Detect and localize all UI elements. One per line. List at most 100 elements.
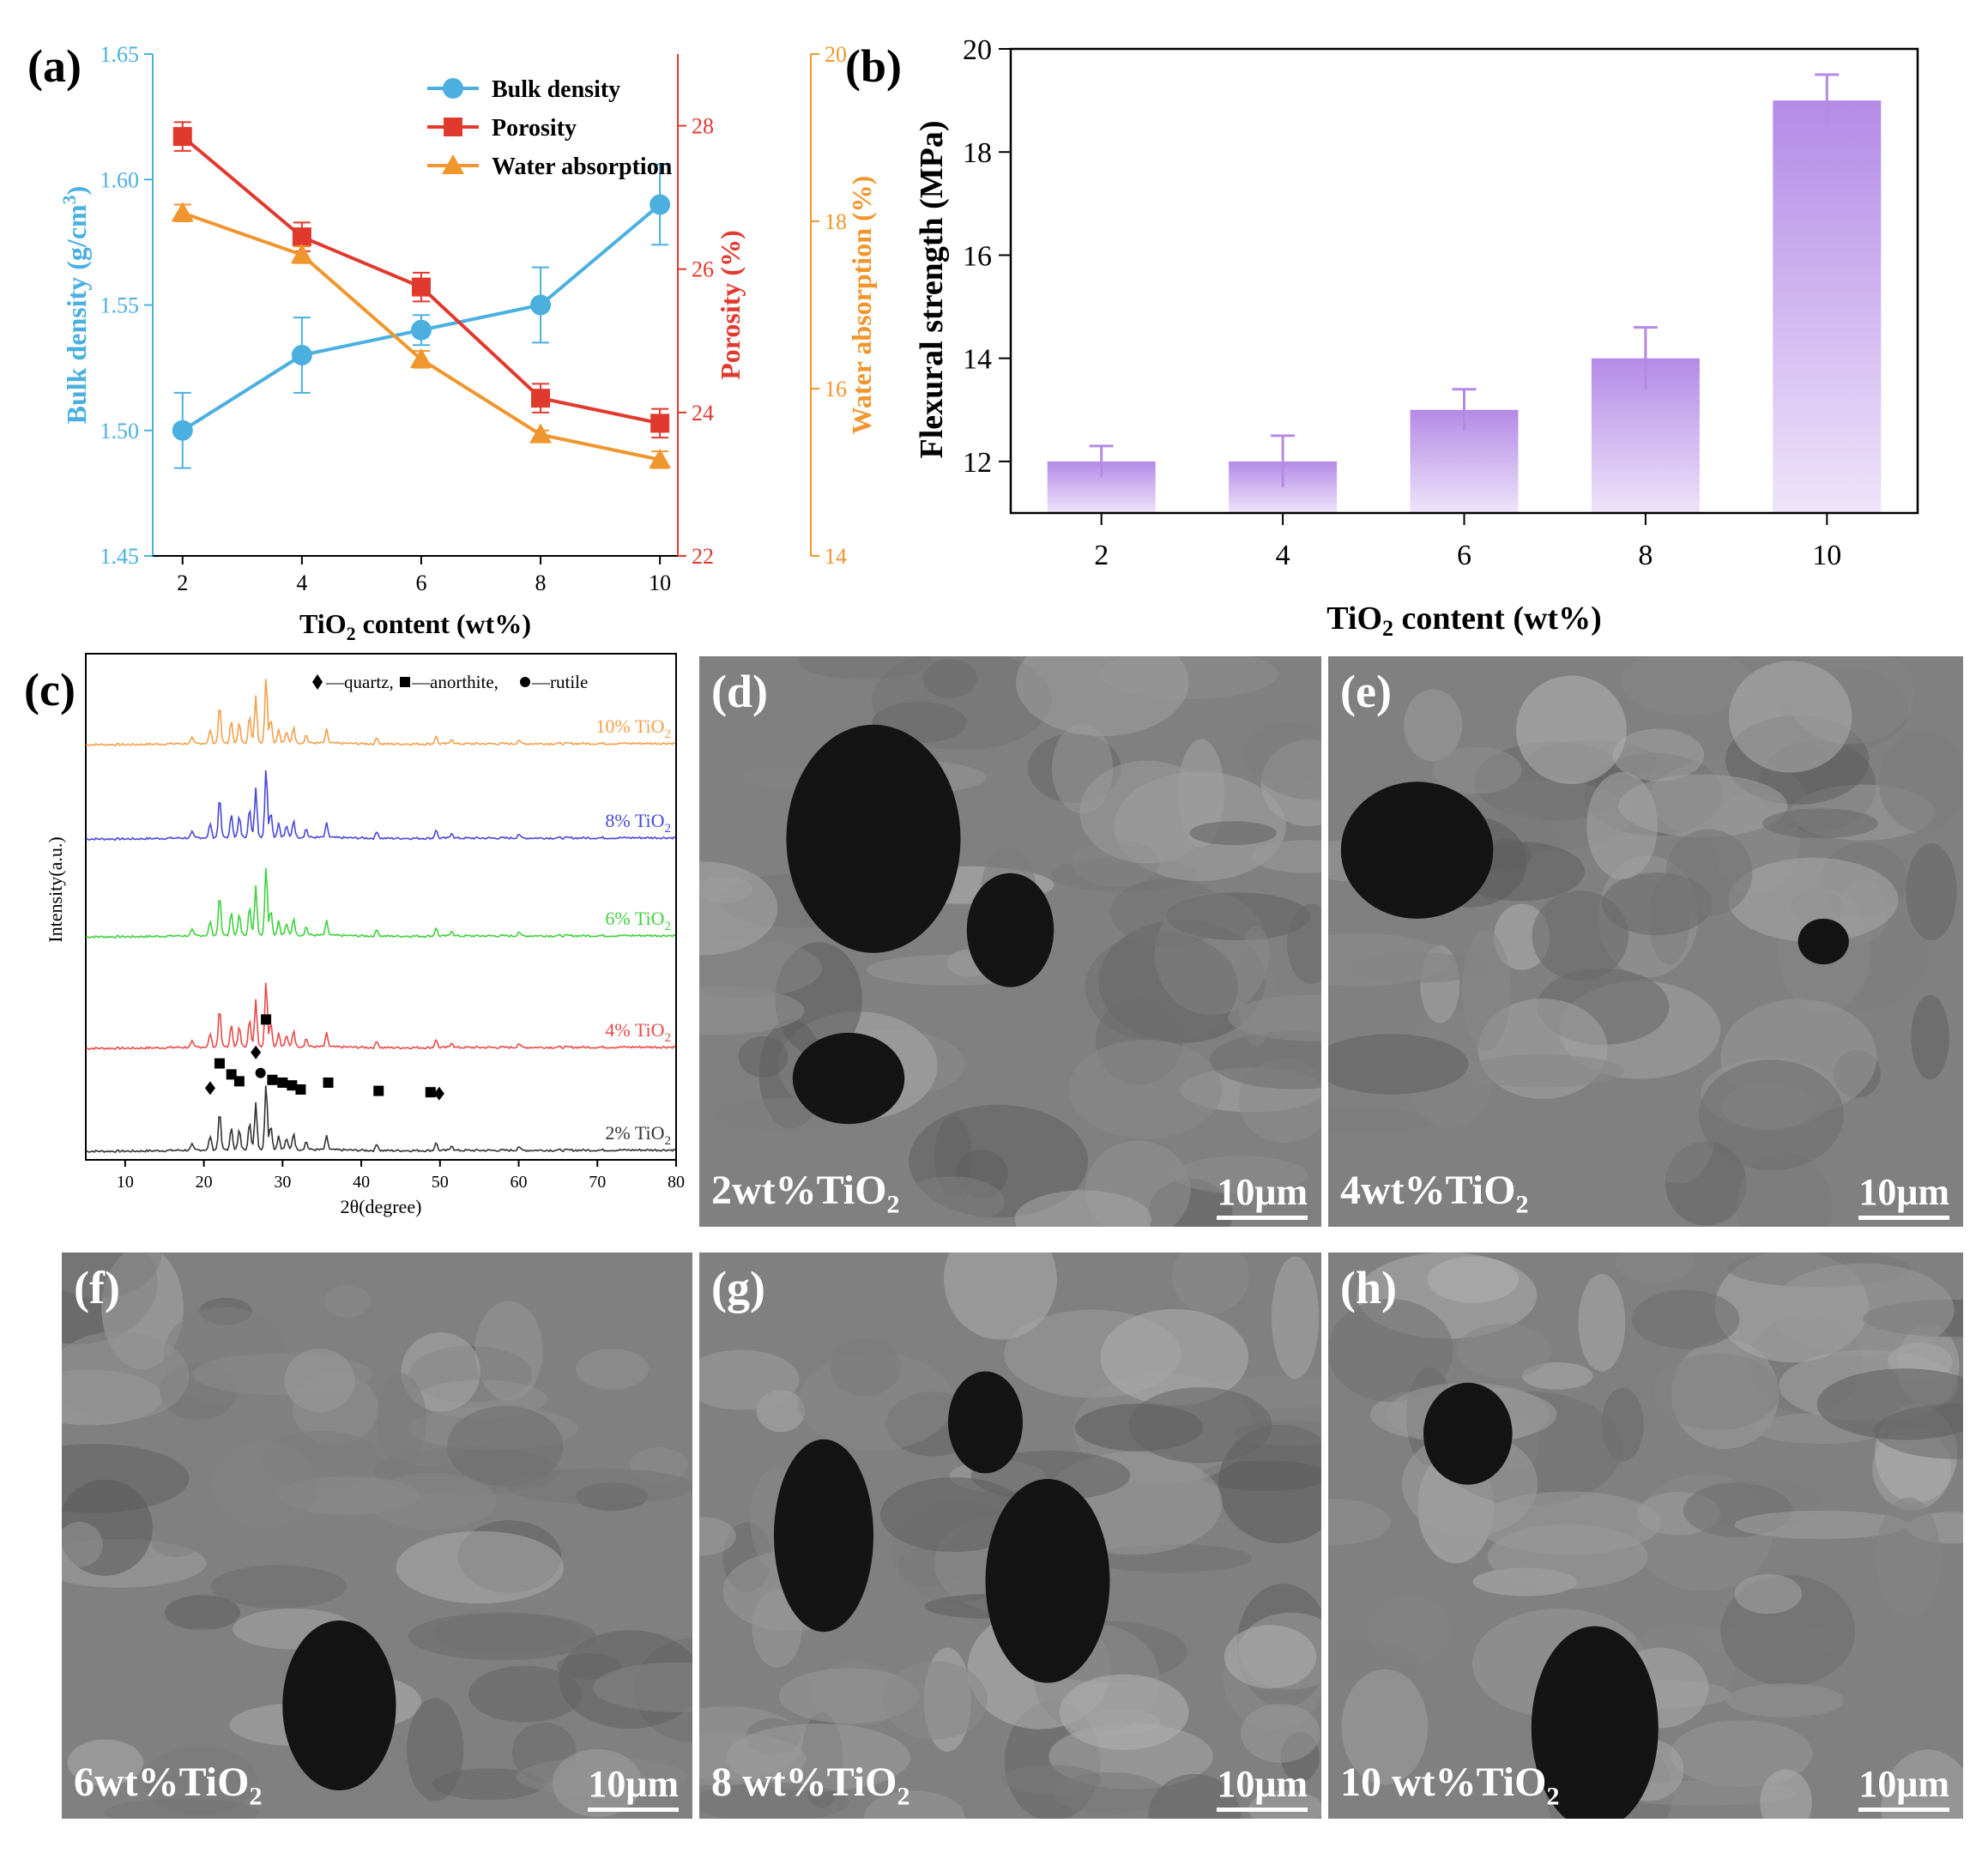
c-anorthite-marker	[287, 1080, 298, 1091]
sem-panel-letter: (g)	[711, 1262, 765, 1313]
a-x-axis-label: TiO2 content (wt%)	[299, 608, 531, 644]
b-bar	[1773, 100, 1882, 513]
c-anorthite-marker	[233, 1076, 245, 1087]
b-x-tick-label: 6	[1457, 540, 1471, 571]
c-x-tick-label: 20	[196, 1173, 213, 1192]
a-right-tick-label: 24	[692, 401, 714, 426]
c-anorthite-marker	[226, 1069, 237, 1080]
a-x-tick-label: 6	[415, 570, 426, 595]
panel-c-chart: (c) 10 20 30 40 50 60 70 80 2θ(degree) Intensity(…	[24, 653, 685, 1217]
c-trace-label: 8% TiO2	[605, 810, 671, 836]
c-x-tick-label: 80	[668, 1173, 685, 1192]
a-legend-marker	[444, 118, 462, 136]
c-rutile-marker	[255, 1067, 266, 1078]
c-trace-label: 6% TiO2	[605, 908, 671, 933]
sem-image-f: (f) 6wt%TiO2 10μm	[62, 1252, 692, 1819]
c-x-tick-label: 30	[274, 1173, 291, 1192]
c-legend-quartz-label: —quartz,	[325, 672, 394, 692]
c-anorthite-marker	[261, 1014, 272, 1025]
b-y-tick-label: 14	[963, 344, 992, 376]
sem-scale-bar: 10μm	[1858, 1170, 1949, 1220]
b-x-tick-label: 10	[1812, 540, 1841, 571]
c-anorthite-marker	[267, 1074, 278, 1085]
panel-label-c: (c)	[24, 664, 76, 715]
sem-sample-label: 8 wt%TiO2	[711, 1759, 910, 1811]
c-legend-quartz-marker	[312, 674, 323, 690]
sem-texture	[699, 1252, 1321, 1819]
c-legend-rutile-label: —rutile	[531, 672, 588, 692]
c-x-tick-label: 10	[117, 1173, 134, 1192]
a-right-tick-label: 26	[692, 257, 714, 282]
c-plot-frame	[85, 653, 677, 1161]
sem-panel-letter: (e)	[1340, 666, 1392, 717]
c-anorthite-marker	[373, 1085, 384, 1096]
c-quartz-marker	[433, 1086, 444, 1101]
sem-panel-letter: (d)	[711, 666, 768, 717]
sem-scale-bar: 10μm	[1217, 1762, 1308, 1812]
b-x-axis-label: TiO2 content (wt%)	[1326, 601, 1602, 641]
c-xrd-trace-1	[85, 982, 676, 1051]
c-legend-anorthite-label: —anorthite,	[411, 672, 499, 692]
c-y-axis-label: Intensity(a.u.)	[45, 836, 66, 942]
a-data-point	[530, 294, 552, 316]
sem-scale-bar: 10μm	[588, 1762, 679, 1812]
c-anorthite-marker	[295, 1084, 306, 1095]
sem-image-g: (g) 8 wt%TiO2 10μm	[699, 1252, 1321, 1819]
a-left-tick-label: 1.55	[100, 293, 140, 318]
a-data-point	[650, 413, 670, 433]
a-right2-axis-label: Water absorption (%)	[846, 176, 877, 435]
c-legend-anorthite-marker	[400, 677, 410, 687]
sem-image-d: (d) 2wt%TiO2 10μm	[699, 656, 1321, 1227]
a-data-point	[290, 244, 313, 263]
c-quartz-marker	[251, 1045, 262, 1059]
b-x-tick-label: 4	[1276, 540, 1290, 571]
a-legend-marker	[443, 78, 463, 99]
b-y-tick-label: 20	[963, 34, 992, 66]
c-x-tick-label: 40	[353, 1173, 370, 1192]
a-x-tick-label: 8	[535, 570, 547, 595]
a-left-tick-label: 1.60	[100, 167, 140, 192]
sem-sample-label: 2wt%TiO2	[711, 1168, 900, 1219]
a-left-tick-label: 1.45	[100, 544, 140, 569]
a-data-point	[531, 389, 551, 408]
sem-texture	[699, 656, 1321, 1227]
a-right-axis-label: Porosity (%)	[715, 230, 746, 379]
b-x-tick-label: 8	[1638, 540, 1653, 571]
c-x-tick-label: 70	[589, 1173, 606, 1192]
c-anorthite-marker	[214, 1058, 225, 1069]
c-x-tick-label: 60	[511, 1173, 528, 1192]
sem-sample-label: 4wt%TiO2	[1340, 1168, 1529, 1219]
c-quartz-marker	[204, 1081, 215, 1096]
sem-sample-label: 6wt%TiO2	[74, 1759, 263, 1811]
a-data-point	[291, 345, 312, 365]
a-data-point	[410, 319, 432, 341]
a-left-axis-label: Bulk density (g/cm3)	[58, 186, 92, 425]
a-x-tick-label: 2	[177, 570, 188, 595]
c-xrd-trace-3	[85, 770, 676, 842]
c-trace-label: 10% TiO2	[595, 715, 671, 741]
b-y-tick-label: 12	[963, 447, 992, 479]
sem-texture	[1328, 656, 1963, 1227]
legend-a: Bulk density Porosity Water absorption	[427, 76, 673, 180]
a-data-point	[172, 127, 192, 147]
a-legend-marker	[442, 154, 464, 174]
a-data-point	[529, 423, 553, 444]
c-trace-label: 4% TiO2	[605, 1019, 671, 1045]
c-anorthite-marker	[425, 1087, 436, 1098]
a-x-tick-label: 4	[296, 570, 307, 595]
a-right-tick-label: 28	[692, 114, 714, 139]
c-x-tick-label: 50	[432, 1173, 449, 1192]
sem-texture	[1328, 1252, 1963, 1819]
a-data-point	[650, 194, 671, 215]
a-right2-tick-label: 16	[825, 377, 847, 401]
c-anorthite-marker	[277, 1077, 288, 1088]
a-legend-label: Porosity	[492, 115, 577, 142]
panel-label-b: (b)	[845, 40, 902, 92]
a-data-point	[292, 227, 311, 247]
sem-scale-bar: 10μm	[1217, 1170, 1308, 1220]
a-right2-tick-label: 20	[825, 42, 847, 67]
sem-sample-label: 10 wt%TiO2	[1340, 1759, 1560, 1811]
sem-image-e: (e) 4wt%TiO2 10μm	[1328, 656, 1963, 1227]
a-data-point	[411, 277, 431, 297]
